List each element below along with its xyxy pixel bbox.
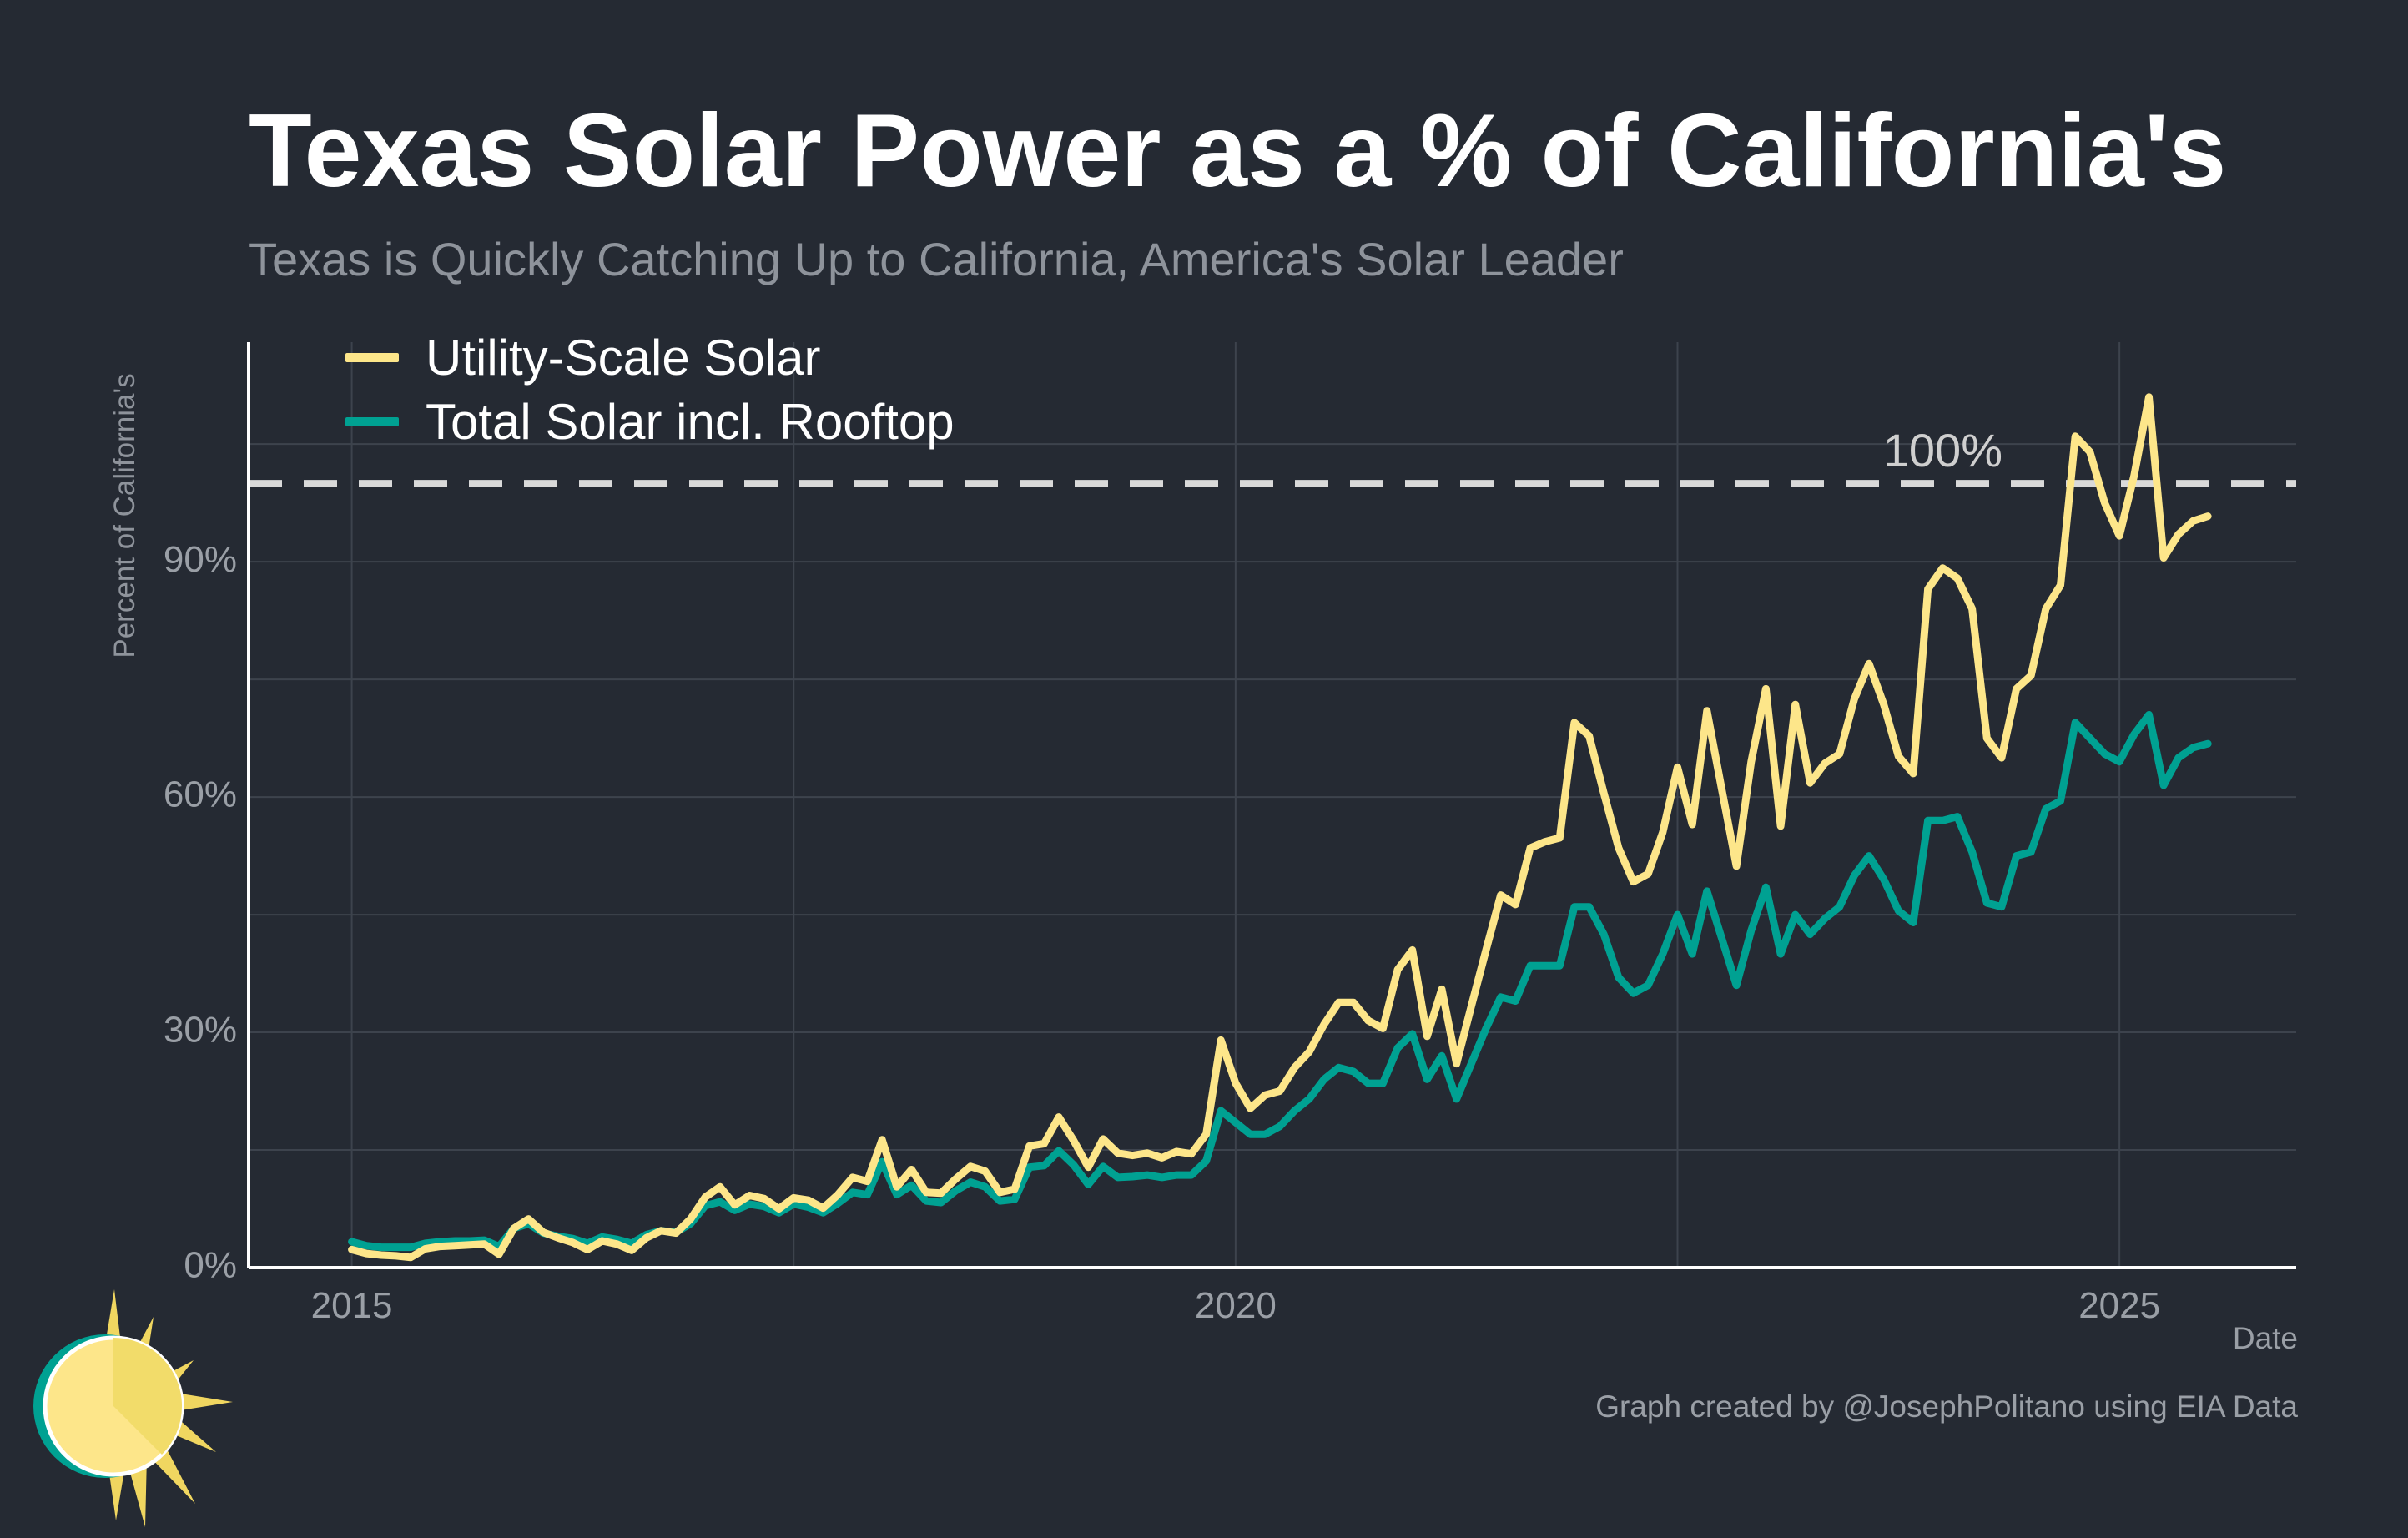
x-tick-label: 2015 <box>311 1285 393 1326</box>
source-caption: Graph created by @JosephPolitano using E… <box>1595 1389 2298 1424</box>
tick-labels: 0% 30% 60% 90% 2015 2020 2025 <box>164 539 2160 1326</box>
legend-swatch-utility <box>345 353 399 362</box>
x-axis-label: Date <box>2232 1321 2298 1355</box>
reference-line-label: 100% <box>1883 424 2002 477</box>
series-line-utility-scale-solar <box>348 393 2212 1262</box>
chart-subtitle: Texas is Quickly Catching Up to Californ… <box>249 233 1624 285</box>
axes <box>247 342 2296 1269</box>
legend-item-total: Total Solar incl. Rooftop <box>345 390 955 454</box>
y-tick-label: 60% <box>164 774 237 815</box>
y-tick-label: 0% <box>184 1245 237 1286</box>
gridlines <box>249 342 2296 1268</box>
legend-swatch-total <box>345 417 399 426</box>
sun-logo-icon <box>33 1289 233 1527</box>
chart-title: Texas Solar Power as a % of California's <box>249 93 2227 209</box>
reference-line-group: 100% <box>249 424 2296 487</box>
y-tick-label: 90% <box>164 539 237 580</box>
y-tick-label: 30% <box>164 1010 237 1051</box>
series-line-total-solar <box>348 710 2212 1252</box>
y-axis-label: Percent of California's <box>108 373 141 658</box>
x-tick-label: 2020 <box>1195 1285 1277 1326</box>
x-tick-label: 2025 <box>2078 1285 2160 1326</box>
legend-label-total: Total Solar incl. Rooftop <box>426 394 955 450</box>
sun-shade <box>113 1338 183 1455</box>
legend-item-utility: Utility-Scale Solar <box>345 325 955 390</box>
legend-label-utility: Utility-Scale Solar <box>426 330 821 386</box>
legend: Utility-Scale Solar Total Solar incl. Ro… <box>345 325 955 454</box>
series-lines <box>348 393 2212 1262</box>
